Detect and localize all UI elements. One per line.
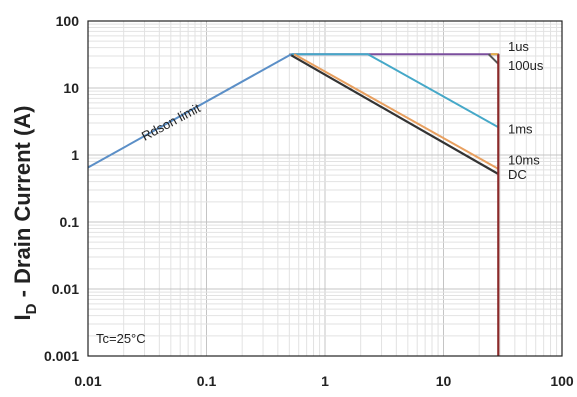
series-rdson-limit bbox=[87, 53, 292, 169]
y-tick-label: 10 bbox=[63, 80, 79, 96]
grid-layer bbox=[88, 21, 562, 356]
series-label: 1us bbox=[508, 39, 529, 54]
series-label: DC bbox=[508, 167, 527, 182]
series-label: 10ms bbox=[508, 153, 540, 168]
series-100us bbox=[487, 53, 500, 65]
y-tick-label: 0.1 bbox=[60, 214, 80, 230]
x-tick-label: 0.1 bbox=[197, 373, 217, 389]
series-1ms bbox=[291, 53, 499, 129]
x-tick-label: 100 bbox=[550, 373, 574, 389]
plot-frame bbox=[87, 20, 563, 357]
y-tick-label: 100 bbox=[56, 13, 80, 29]
y-axis-label: ID - Drain Current (A) bbox=[10, 106, 40, 321]
series-dc bbox=[288, 53, 499, 175]
y-axis-label-main: I bbox=[10, 314, 35, 320]
y-axis-label-rest: - Drain Current (A) bbox=[10, 106, 35, 304]
y-axis-label-sub: D bbox=[23, 303, 40, 314]
x-tick-label: 1 bbox=[321, 373, 329, 389]
series-label: 1ms bbox=[508, 121, 533, 136]
series-layer bbox=[87, 53, 500, 356]
series-10ms bbox=[293, 53, 499, 170]
y-tick-label: 0.01 bbox=[52, 281, 79, 297]
y-tick-label: 1 bbox=[71, 147, 79, 163]
y-tick-label: 0.001 bbox=[44, 348, 79, 364]
x-tick-label: 0.01 bbox=[74, 373, 101, 389]
tick-layer: 0.01 0.1 1 10 100 0.001 0.01 0.1 1 10 100 bbox=[44, 13, 574, 389]
tc-condition-annotation: Tc=25°C bbox=[96, 331, 146, 346]
x-tick-label: 10 bbox=[436, 373, 452, 389]
series-label: 100us bbox=[508, 58, 544, 73]
